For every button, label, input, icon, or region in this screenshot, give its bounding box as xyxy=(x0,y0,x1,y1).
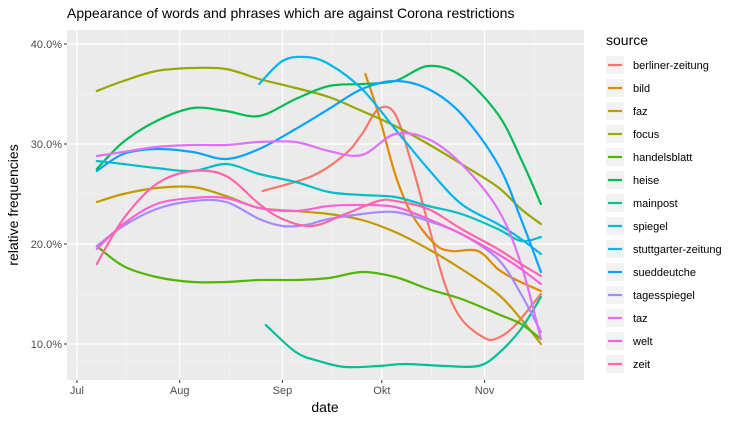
y-axis-label: relative frequencies xyxy=(5,144,21,265)
y-tick-label: 20.0% xyxy=(31,239,62,251)
series-line-handelsblatt xyxy=(95,244,542,341)
x-tick-label: Okt xyxy=(373,385,390,397)
series-line-focus xyxy=(95,66,542,226)
y-tick-label: 30.0% xyxy=(31,139,62,151)
y-tick-label: 40.0% xyxy=(31,39,62,51)
legend-label-handelsblatt: handelsblatt xyxy=(633,152,692,164)
plot-panel xyxy=(67,30,584,380)
legend-label-zeit: zeit xyxy=(633,359,650,371)
series-line-bild xyxy=(364,72,542,293)
y-tick-label: 10.0% xyxy=(31,339,62,351)
series-line-mainpost xyxy=(264,295,542,369)
legend: source berliner-zeitung bild faz focus hande… xyxy=(606,32,722,373)
y-axis: 10.0% 20.0% 30.0% 40.0% xyxy=(31,39,67,351)
legend-title: source xyxy=(606,32,648,48)
x-tick-label: Jul xyxy=(70,385,84,397)
series-lines xyxy=(95,55,542,369)
series-line-faz xyxy=(95,185,542,346)
legend-label-tagesspiegel: tagesspiegel xyxy=(633,290,695,302)
x-tick-label: Aug xyxy=(170,385,190,397)
legend-items: berliner-zeitung bild faz focus handelsblatt… xyxy=(606,56,722,373)
legend-label-bild: bild xyxy=(633,83,650,95)
series-line-taz xyxy=(95,131,542,341)
series-line-welt xyxy=(95,195,542,286)
x-axis: Jul Aug Sep Okt Nov xyxy=(70,380,495,397)
series-line-stuttgarter-zeitung xyxy=(258,55,542,256)
x-axis-label: date xyxy=(311,399,338,415)
legend-label-taz: taz xyxy=(633,313,648,325)
legend-label-berliner-zeitung: berliner-zeitung xyxy=(633,60,709,72)
x-tick-label: Nov xyxy=(475,385,495,397)
legend-label-welt: welt xyxy=(632,336,653,348)
legend-label-mainpost: mainpost xyxy=(633,198,678,210)
chart-title: Appearance of words and phrases which ar… xyxy=(67,5,514,21)
series-line-zeit xyxy=(95,169,542,278)
series-line-berliner-zeitung xyxy=(261,105,542,342)
legend-label-focus: focus xyxy=(633,129,660,141)
series-line-heise xyxy=(95,64,542,206)
legend-label-sueddeutche: sueddeutche xyxy=(633,267,696,279)
legend-label-faz: faz xyxy=(633,106,648,118)
legend-label-spiegel: spiegel xyxy=(633,221,668,233)
x-tick-label: Sep xyxy=(273,385,293,397)
legend-label-stuttgarter-zeitung: stuttgarter-zeitung xyxy=(633,244,722,256)
series-line-sueddeutche xyxy=(95,79,542,274)
series-line-spiegel xyxy=(95,159,542,243)
legend-label-heise: heise xyxy=(633,175,659,187)
